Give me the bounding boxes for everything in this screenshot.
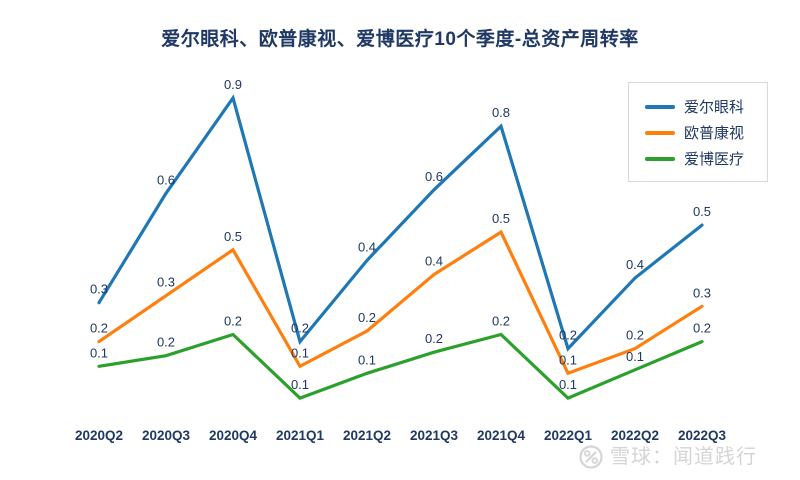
x-axis-label: 2022Q2 [611, 428, 659, 443]
x-axis-label: 2020Q4 [209, 428, 258, 443]
data-label: 0.1 [291, 345, 309, 360]
data-label: 0.2 [559, 328, 577, 343]
legend-label: 爱博医疗 [684, 150, 745, 168]
data-label: 0.2 [693, 321, 711, 336]
legend-label: 欧普康视 [684, 124, 745, 142]
chart-line-爱博医疗 [97, 332, 704, 400]
data-label: 0.1 [358, 352, 376, 367]
x-axis-label: 2021Q1 [276, 428, 325, 443]
data-label: 0.8 [492, 105, 510, 120]
legend-item-aibo: 爱博医疗 [645, 146, 767, 172]
data-label: 0.2 [626, 328, 644, 343]
data-label: 0.5 [492, 211, 510, 226]
x-axis-label: 2020Q2 [75, 428, 123, 443]
legend-line-swatch-blue [645, 105, 675, 109]
x-axis-label: 2021Q2 [343, 428, 391, 443]
data-label: 0.1 [559, 377, 577, 392]
data-label: 0.3 [693, 285, 711, 300]
chart-line-欧普康视 [97, 229, 704, 376]
legend-line-swatch-orange [645, 131, 675, 135]
page-title: 爱尔眼科、欧普康视、爱博医疗10个季度-总资产周转率 [161, 29, 639, 50]
data-label: 0.9 [224, 77, 242, 92]
legend-line-swatch-green [645, 157, 675, 161]
x-axis-label: 2021Q4 [477, 428, 526, 443]
data-label: 0.6 [157, 172, 175, 187]
data-label: 0.2 [157, 335, 175, 350]
legend-label: 爱尔眼科 [684, 98, 745, 116]
chart-legend: 爱尔眼科 欧普康视 爱博医疗 [628, 82, 768, 182]
watermark-text: 雪球：闻道践行 [610, 446, 757, 468]
data-label: 0.2 [425, 331, 443, 346]
data-label: 0.2 [224, 314, 242, 329]
data-label: 0.5 [224, 229, 242, 244]
data-label: 0.4 [626, 257, 644, 272]
legend-item-oupu: 欧普康视 [645, 120, 767, 146]
data-label: 0.4 [358, 239, 376, 254]
data-label: 0.3 [90, 282, 108, 297]
data-label: 0.4 [425, 254, 443, 269]
x-axis-label: 2022Q1 [544, 428, 593, 443]
data-label: 0.6 [425, 169, 443, 184]
data-label: 0.5 [693, 204, 711, 219]
data-label: 0.1 [90, 345, 108, 360]
xueqiu-logo-icon [579, 445, 603, 469]
data-label: 0.2 [358, 310, 376, 325]
watermark: 雪球：闻道践行 [578, 444, 757, 470]
x-axis-label: 2021Q3 [410, 428, 459, 443]
x-axis-label: 2020Q3 [142, 428, 191, 443]
data-label: 0.2 [291, 321, 309, 336]
data-label: 0.3 [157, 275, 175, 290]
chart-line-爱尔眼科 [97, 94, 704, 352]
data-label: 0.2 [492, 314, 510, 329]
data-label: 0.1 [291, 377, 309, 392]
x-axis-label: 2022Q3 [678, 428, 727, 443]
data-label: 0.2 [90, 321, 108, 336]
legend-item-aier: 爱尔眼科 [645, 94, 767, 120]
data-label: 0.1 [626, 349, 644, 364]
data-label: 0.1 [559, 352, 577, 367]
